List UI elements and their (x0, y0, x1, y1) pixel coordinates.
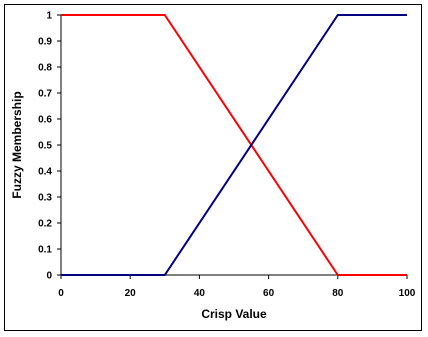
y-tick-label: 0.4 (38, 167, 52, 178)
y-tick-label: 0.7 (38, 89, 52, 100)
y-tick-label: 0.2 (38, 219, 52, 230)
y-tick-label: 1 (46, 11, 52, 22)
y-tick-label: 0 (46, 271, 52, 282)
y-tick-label: 0.8 (38, 63, 52, 74)
x-tick-label: 0 (58, 288, 64, 299)
plot-background (61, 15, 407, 275)
y-tick-label: 0.5 (38, 141, 52, 152)
x-tick-label: 40 (194, 288, 206, 299)
plot-area (61, 15, 407, 275)
x-tick-label: 60 (263, 288, 275, 299)
membership-chart: 0 0.1 0.2 0.3 0.4 0.5 0.6 0.7 0.8 0.9 1 0 20 40 60 80 10… (10, 11, 416, 322)
y-tick-label: 0.3 (38, 193, 52, 204)
y-tick-label: 0.9 (38, 37, 52, 48)
x-tick-label: 100 (399, 288, 416, 299)
series-line-2 (61, 14, 407, 276)
y-axis-label: Fuzzy Membership (10, 91, 24, 198)
series-layer (61, 14, 407, 276)
x-tick-label: 20 (125, 288, 137, 299)
y-tick-label: 0.6 (38, 115, 52, 126)
y-tick-label: 0.1 (38, 245, 52, 256)
x-axis-label: Crisp Value (201, 307, 267, 321)
tick-labels: 0 0.1 0.2 0.3 0.4 0.5 0.6 0.7 0.8 0.9 1 0 20 40 60 80 10… (38, 11, 416, 300)
chart-frame: 0 0.1 0.2 0.3 0.4 0.5 0.6 0.7 0.8 0.9 1 0 20 40 60 80 10… (4, 4, 422, 331)
x-tick-label: 80 (332, 288, 344, 299)
